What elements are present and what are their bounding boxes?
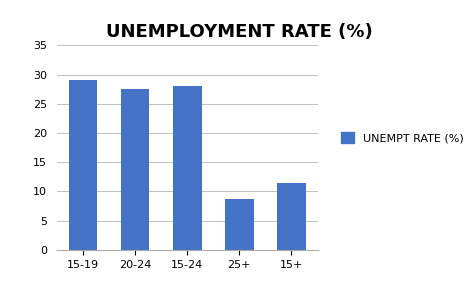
Bar xyxy=(121,89,149,250)
Bar xyxy=(173,86,201,250)
Bar xyxy=(69,80,97,250)
Bar xyxy=(225,199,254,250)
Bar xyxy=(277,183,306,250)
Legend: UNEMPT RATE (%): UNEMPT RATE (%) xyxy=(336,127,468,148)
Title: UNEMPLOYMENT RATE (%): UNEMPLOYMENT RATE (%) xyxy=(106,23,373,41)
